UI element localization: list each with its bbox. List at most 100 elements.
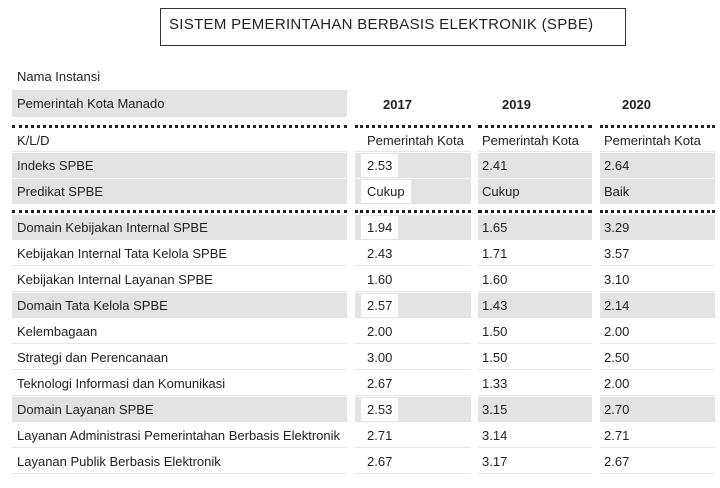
instansi-label: Nama Instansi (17, 69, 101, 84)
separator (600, 125, 715, 128)
separator (355, 125, 471, 128)
value: 1.43 (482, 298, 508, 313)
value: 2.41 (482, 158, 508, 173)
year-header: 2019 (502, 97, 531, 112)
value-cell: 2.71 (355, 423, 471, 448)
row-label: Domain Kebijakan Internal SPBE (12, 215, 347, 240)
value: 2.71 (367, 427, 393, 443)
year-header: 2020 (622, 97, 651, 112)
value: Baik (604, 184, 630, 199)
value-cell: 1.94 (355, 215, 471, 240)
value: 1.94 (361, 216, 399, 239)
value: 1.65 (482, 220, 508, 235)
value-cell: 2.64 (600, 153, 715, 178)
value: Pemerintah Kota (482, 133, 579, 148)
value: 3.57 (604, 245, 630, 261)
row-label: Predikat SPBE (12, 179, 347, 204)
value-cell: 2.57 (355, 293, 471, 318)
value-cell: 2.70 (600, 397, 715, 422)
value-cell: 1.65 (478, 215, 592, 240)
value-cell: 2.00 (600, 319, 715, 344)
row-label: Domain Layanan SPBE (12, 397, 347, 422)
instansi-value: Pemerintah Kota Manado (12, 90, 347, 117)
value-cell: 1.71 (478, 241, 592, 266)
row-label: Kebijakan Internal Tata Kelola SPBE (12, 241, 347, 266)
value-cell: 1.60 (355, 267, 471, 292)
value-cell: 2.71 (600, 423, 715, 448)
value-cell: 3.14 (478, 423, 592, 448)
value-cell: 2.43 (355, 241, 471, 266)
value: 2.57 (361, 294, 399, 317)
value: 1.60 (482, 271, 508, 287)
value: 2.53 (361, 154, 399, 177)
value-cell: 2.53 (355, 153, 471, 178)
separator (600, 210, 715, 213)
separator (478, 125, 592, 128)
value: 2.67 (367, 375, 393, 391)
value-cell: 2.53 (355, 397, 471, 422)
separator (478, 210, 592, 213)
value: 1.50 (482, 323, 508, 339)
row-label: Kelembagaan (12, 319, 347, 344)
value: 2.53 (361, 398, 399, 421)
value-cell: 1.43 (478, 293, 592, 318)
value: 2.67 (367, 453, 393, 469)
value: 3.00 (367, 349, 393, 365)
value: 1.71 (482, 245, 508, 261)
value-cell: 3.29 (600, 215, 715, 240)
row-label: Layanan Administrasi Pemerintahan Berbas… (12, 423, 347, 448)
value: 3.17 (482, 453, 508, 469)
value: Pemerintah Kota (604, 133, 701, 148)
value: Cukup (482, 184, 520, 199)
value-cell: Pemerintah Kota (600, 130, 715, 152)
value-cell: 3.00 (355, 345, 471, 370)
value: 1.50 (482, 349, 508, 365)
title: SISTEM PEMERINTAHAN BERBASIS ELEKTRONIK … (160, 8, 626, 46)
value-cell: 3.17 (478, 449, 592, 474)
value: 3.10 (604, 271, 630, 287)
value: 2.50 (604, 349, 630, 365)
value: 3.14 (482, 427, 508, 443)
value: Pemerintah Kota (367, 133, 464, 148)
row-label: Domain Tata Kelola SPBE (12, 293, 347, 318)
value-cell: Pemerintah Kota (355, 130, 471, 152)
row-label: Indeks SPBE (12, 153, 347, 178)
value-cell: 2.67 (355, 371, 471, 396)
value-cell: 2.50 (600, 345, 715, 370)
value: 2.00 (367, 323, 393, 339)
row-label: K/L/D (12, 130, 347, 152)
value-cell: 1.33 (478, 371, 592, 396)
value-cell: 1.50 (478, 345, 592, 370)
value-cell: 2.00 (600, 371, 715, 396)
value: 2.71 (604, 427, 630, 443)
value: 2.67 (604, 453, 630, 469)
value-cell: 3.57 (600, 241, 715, 266)
row-label: Kebijakan Internal Layanan SPBE (12, 267, 347, 292)
separator (355, 210, 471, 213)
value-cell: 2.67 (355, 449, 471, 474)
value-cell: Cukup (478, 179, 592, 204)
value: 3.29 (604, 220, 630, 235)
value-cell: Cukup (355, 179, 471, 204)
value: 2.43 (367, 245, 393, 261)
separator (12, 125, 347, 128)
value: 2.64 (604, 158, 630, 173)
value: 1.33 (482, 375, 508, 391)
value: 1.60 (367, 271, 393, 287)
year-header: 2017 (383, 97, 412, 112)
row-label: Teknologi Informasi dan Komunikasi (12, 371, 347, 396)
value: 2.14 (604, 298, 630, 313)
value-cell: 3.15 (478, 397, 592, 422)
value: Cukup (361, 180, 411, 203)
row-label: Layanan Publik Berbasis Elektronik (12, 449, 347, 474)
value-cell: 2.14 (600, 293, 715, 318)
row-label: Strategi dan Perencanaan (12, 345, 347, 370)
value-cell: 3.10 (600, 267, 715, 292)
value-cell: 2.41 (478, 153, 592, 178)
value: 2.00 (604, 323, 630, 339)
value-cell: 2.00 (355, 319, 471, 344)
value-cell: 1.50 (478, 319, 592, 344)
value-cell: Baik (600, 179, 715, 204)
value: 2.00 (604, 375, 630, 391)
